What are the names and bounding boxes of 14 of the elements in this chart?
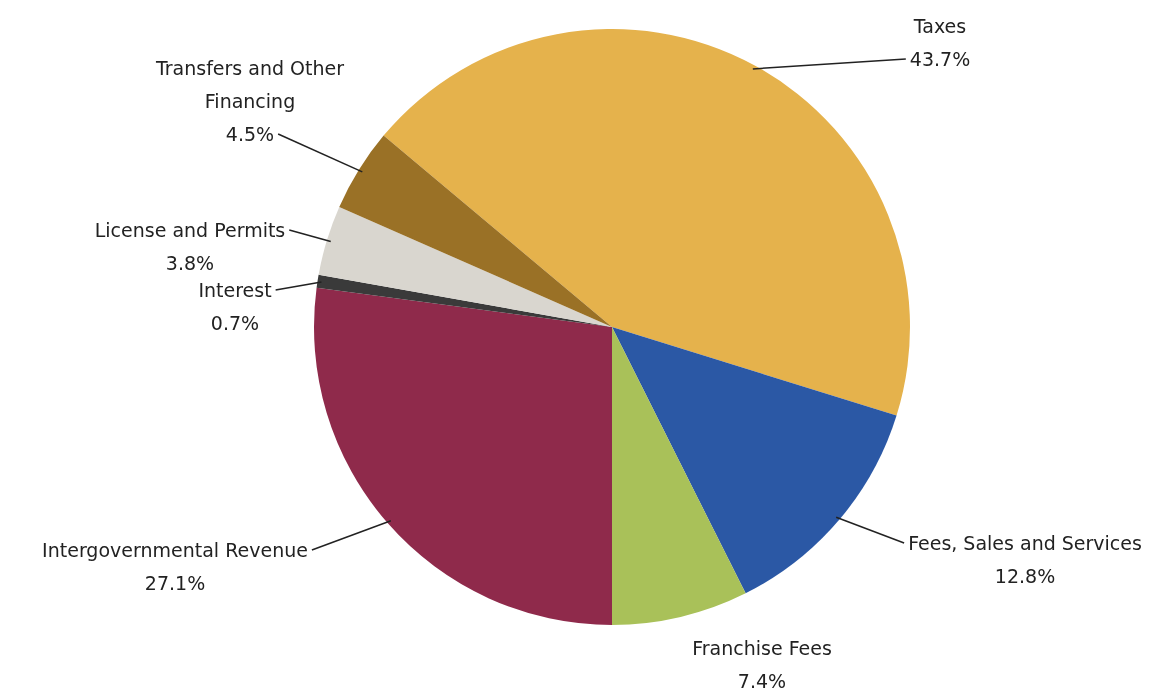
data-label: 27.1%: [144, 571, 206, 594]
slice-label: Interest: [198, 278, 272, 301]
data-label: 0.7%: [210, 311, 260, 334]
slice-label: Fees, Sales and Services: [908, 531, 1142, 554]
slice-label: Taxes: [912, 14, 967, 37]
data-label: 7.4%: [737, 669, 787, 692]
slice-label: Intergovernmental Revenue: [42, 538, 308, 561]
data-label: 3.8%: [165, 251, 215, 274]
data-label: 43.7%: [909, 47, 971, 70]
slice-label: Transfers and Other Financing: [154, 56, 345, 112]
data-label: 12.8%: [994, 564, 1056, 587]
data-label: 4.5%: [225, 122, 275, 145]
slice-label: License and Permits: [94, 218, 286, 241]
slice-label: Franchise Fees: [692, 636, 832, 659]
